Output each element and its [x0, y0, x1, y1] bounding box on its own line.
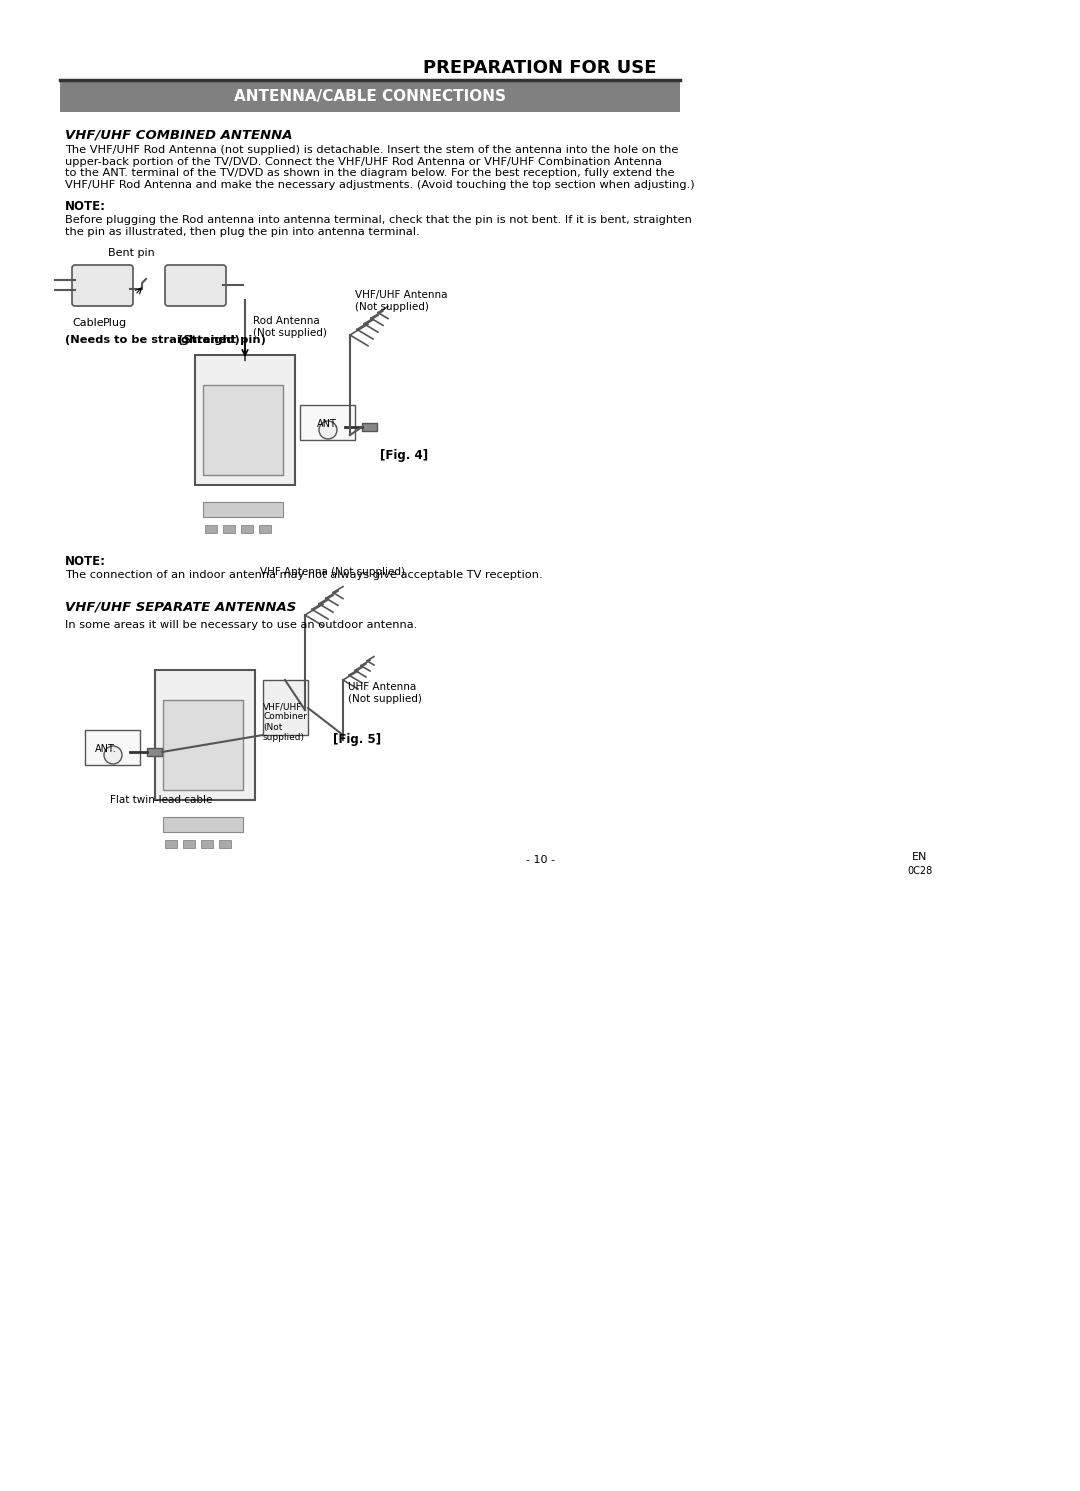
Bar: [264, 680, 308, 735]
Text: UHF Antenna
(Not supplied): UHF Antenna (Not supplied): [348, 681, 422, 704]
Text: Before plugging the Rod antenna into antenna terminal, check that the pin is not: Before plugging the Rod antenna into ant…: [65, 215, 692, 237]
Bar: [259, 525, 271, 532]
Bar: [195, 355, 295, 485]
Text: NOTE:: NOTE:: [65, 200, 106, 213]
Bar: [165, 839, 177, 848]
Text: VHF/UHF SEPARATE ANTENNAS: VHF/UHF SEPARATE ANTENNAS: [65, 599, 296, 613]
Bar: [163, 817, 243, 832]
FancyBboxPatch shape: [60, 82, 680, 112]
Text: EN: EN: [913, 851, 928, 862]
Bar: [201, 839, 213, 848]
FancyBboxPatch shape: [85, 731, 140, 765]
FancyBboxPatch shape: [165, 265, 226, 306]
FancyBboxPatch shape: [300, 406, 355, 440]
Text: PREPARATION FOR USE: PREPARATION FOR USE: [423, 60, 657, 78]
Text: 0C28: 0C28: [907, 866, 933, 877]
Bar: [183, 839, 195, 848]
Text: - 10 -: - 10 -: [526, 854, 554, 865]
Text: ANT.: ANT.: [318, 419, 339, 429]
Text: VHF/UHF
Combiner
(Not
supplied): VHF/UHF Combiner (Not supplied): [264, 702, 307, 743]
Text: VHF Antenna (Not supplied): VHF Antenna (Not supplied): [260, 567, 405, 577]
Text: [Fig. 5]: [Fig. 5]: [333, 734, 381, 747]
Bar: [241, 525, 253, 532]
Circle shape: [104, 746, 122, 763]
Text: Cable: Cable: [72, 318, 104, 328]
Bar: [362, 423, 377, 431]
Bar: [219, 839, 231, 848]
Text: Flat twin-lead cable: Flat twin-lead cable: [110, 795, 213, 805]
Bar: [203, 502, 283, 517]
Bar: [147, 748, 162, 756]
Text: (Needs to be straightened): (Needs to be straightened): [65, 335, 240, 344]
Text: ANT.: ANT.: [95, 744, 117, 754]
Circle shape: [319, 420, 337, 438]
Text: Bent pin: Bent pin: [108, 248, 154, 258]
Text: The connection of an indoor antenna may not always give acceptable TV reception.: The connection of an indoor antenna may …: [65, 570, 542, 580]
Text: Rod Antenna
(Not supplied): Rod Antenna (Not supplied): [253, 316, 327, 338]
Text: The VHF/UHF Rod Antenna (not supplied) is detachable. Insert the stem of the ant: The VHF/UHF Rod Antenna (not supplied) i…: [65, 145, 694, 189]
Text: (Straight pin): (Straight pin): [178, 335, 266, 344]
Text: Plug: Plug: [103, 318, 127, 328]
Bar: [205, 525, 217, 532]
Bar: [222, 525, 235, 532]
FancyBboxPatch shape: [72, 265, 133, 306]
Text: VHF/UHF Antenna
(Not supplied): VHF/UHF Antenna (Not supplied): [355, 291, 447, 312]
Text: NOTE:: NOTE:: [65, 555, 106, 568]
Text: ANTENNA/CABLE CONNECTIONS: ANTENNA/CABLE CONNECTIONS: [234, 89, 507, 104]
Text: [Fig. 4]: [Fig. 4]: [380, 449, 428, 462]
Bar: [203, 385, 283, 476]
Bar: [163, 699, 243, 790]
Text: VHF/UHF COMBINED ANTENNA: VHF/UHF COMBINED ANTENNA: [65, 128, 293, 142]
Bar: [156, 669, 255, 801]
Text: In some areas it will be necessary to use an outdoor antenna.: In some areas it will be necessary to us…: [65, 620, 417, 631]
